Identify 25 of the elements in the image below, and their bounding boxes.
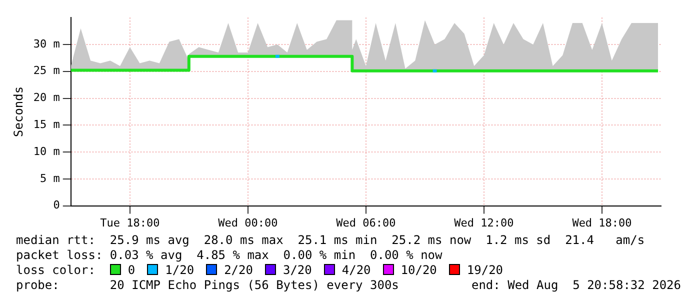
legend-label: 3/20	[282, 263, 312, 277]
y-tick-label: 25 m	[33, 64, 60, 78]
x-tick-label: Wed 06:00	[336, 216, 396, 230]
x-tick-label: Wed 12:00	[454, 216, 514, 230]
legend-label: 10/20	[400, 263, 437, 277]
y-tick-label: 20 m	[33, 91, 60, 104]
legend-label: 1/20	[165, 263, 194, 277]
y-axis-title: Seconds	[11, 86, 26, 137]
text: probe: 20 ICMP Echo Pings (56 Bytes) every 300s	[16, 278, 399, 293]
legend-label: 19/20	[466, 263, 504, 277]
y-tick-label: 10 m	[33, 144, 60, 158]
legend-label: 0	[128, 263, 136, 277]
y-tick-label: 0	[53, 198, 60, 212]
y-tick-label: 15 m	[33, 118, 60, 131]
legend-label: 2/20	[224, 263, 253, 277]
text: packet loss: 0.03 % avg 4.85 % max 0.00 % min 0.00 % now	[16, 248, 444, 263]
x-tick-label: Wed 18:00	[572, 216, 632, 230]
y-tick-label: 30 m	[33, 37, 60, 50]
x-tick-label: Tue 18:00	[100, 216, 160, 230]
y-tick-label: 5 m	[40, 172, 60, 185]
text: median rtt: 25.9 ms avg 28.0 ms max 25.1 ms min 25.2 ms now 1.2 ms sd 21.4 am/s	[16, 233, 646, 248]
legend-title: loss color:	[16, 263, 96, 277]
text: end: Wed Aug 5 20:58:32 2026	[471, 278, 681, 293]
x-tick-label: Wed 00:00	[218, 216, 278, 230]
legend-label: 4/20	[342, 263, 371, 277]
